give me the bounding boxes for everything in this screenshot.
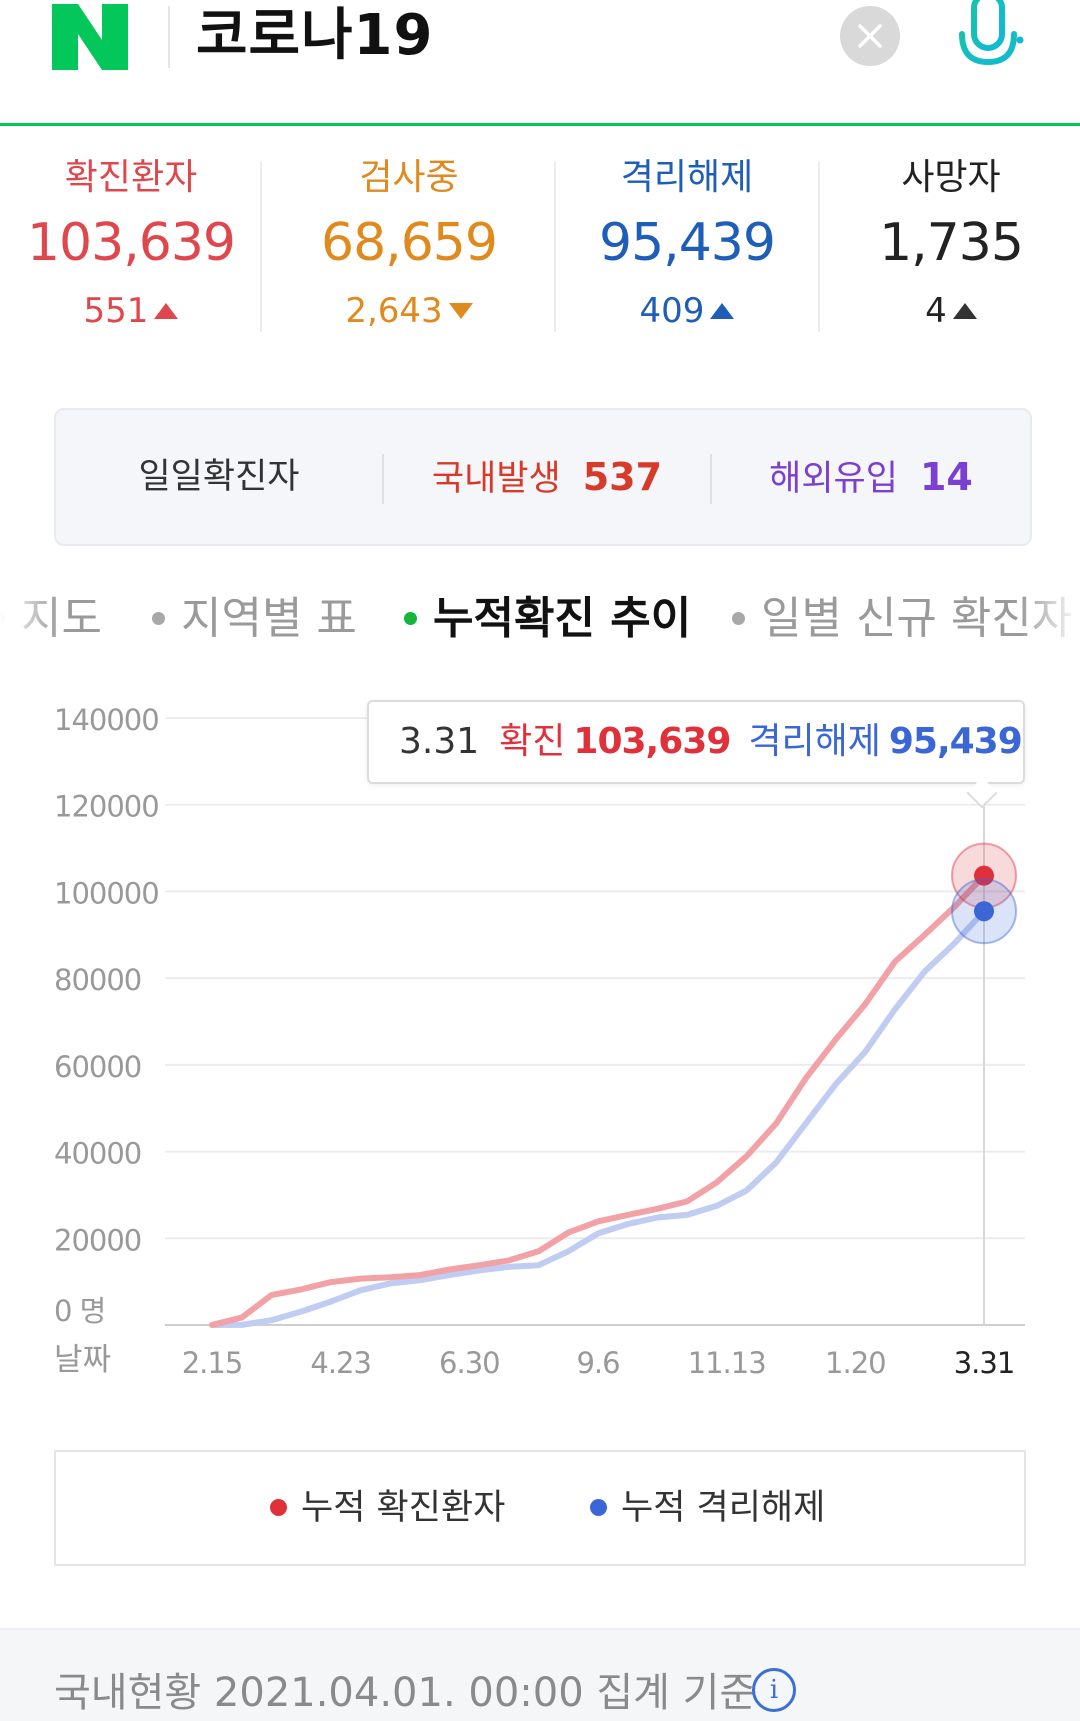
stat-released-value: 95,439	[599, 213, 776, 273]
tooltip-confirmed-value: 103,639	[573, 721, 731, 762]
tab-dot	[732, 611, 745, 625]
legend-item-released[interactable]: 누적 격리해제	[590, 1452, 825, 1564]
tabs-fade-right	[1020, 584, 1080, 654]
triangle-up-icon	[952, 302, 977, 319]
stat-testing: 검사중 68,659 2,643	[298, 150, 520, 350]
search-query[interactable]: 코로나19	[196, 3, 434, 68]
footer-status: 국내현황 2021.04.01. 00:00 집계 기준 i	[0, 1628, 1080, 1721]
daily-label: 일일확진자	[138, 457, 300, 497]
stat-confirmed: 확진환자 103,639 551	[20, 150, 242, 350]
stat-divider	[260, 162, 262, 332]
y-tick-label: 120000	[54, 790, 159, 824]
stat-released-label: 격리해제	[620, 157, 754, 198]
stat-confirmed-label: 확진환자	[64, 157, 198, 198]
daily-divider	[382, 454, 384, 504]
tooltip-date: 3.31	[399, 721, 480, 762]
daily-overseas-label: 해외유입	[769, 459, 898, 499]
daily-domestic: 국내발생 537	[384, 410, 710, 544]
legend-dot-released	[590, 1498, 607, 1516]
info-icon[interactable]: i	[752, 1668, 796, 1712]
data-point-confirmed	[974, 865, 994, 886]
triangle-down-icon	[448, 302, 473, 319]
footer-text: 국내현황 2021.04.01. 00:00 집계 기준	[54, 1670, 757, 1716]
naver-logo-icon[interactable]	[52, 4, 128, 70]
cumulative-chart[interactable]: 140000 120000 100000 80000 60000 40000 20000 0 …	[0, 680, 1080, 1400]
daily-domestic-label: 국내발생	[431, 459, 561, 499]
clear-icon	[858, 24, 882, 48]
voice-search-button[interactable]	[952, 0, 1024, 82]
chart-svg: 140000 120000 100000 80000 60000 40000 20000 0 …	[54, 703, 1025, 1380]
x-tick-label: 6.30	[439, 1346, 500, 1380]
stat-released-change: 409	[576, 282, 798, 340]
y-tick-label: 140000	[54, 703, 159, 737]
triangle-up-icon	[710, 302, 735, 319]
tab-dot	[404, 611, 417, 625]
y-tick-label: 0 명	[54, 1294, 105, 1328]
tooltip-released-label: 격리해제	[748, 721, 881, 762]
daily-confirmed-box: 일일확진자 국내발생 537 해외유입 14	[54, 408, 1032, 546]
daily-domestic-value: 537	[582, 455, 663, 499]
stat-deaths-value: 1,735	[879, 213, 1024, 273]
chart-tooltip: 3.31 확진 103,639 격리해제 95,439	[367, 700, 1025, 784]
logo-divider	[168, 6, 170, 68]
data-point-released	[974, 901, 994, 922]
x-tick-label: 11.13	[688, 1346, 766, 1380]
series-line-released	[209, 908, 987, 1328]
x-tick-label: 1.20	[825, 1346, 886, 1380]
mic-icon	[959, 0, 1024, 81]
tabs-fade-left	[0, 584, 60, 654]
stat-testing-label: 검사중	[359, 157, 459, 198]
covid-stats: 확진환자 103,639 551 검사중 68,659 2,643 격리해제 9…	[0, 150, 1080, 350]
stat-confirmed-change: 551	[20, 282, 242, 340]
y-tick-label: 40000	[54, 1137, 141, 1171]
triangle-up-icon	[154, 302, 179, 319]
stat-divider	[554, 162, 556, 332]
x-tick-label: 3.31	[954, 1346, 1015, 1380]
daily-divider	[710, 454, 712, 504]
stat-deaths-label: 사망자	[901, 157, 1001, 198]
x-tick-label: 4.23	[310, 1346, 371, 1380]
stat-deaths: 사망자 1,735 4	[842, 150, 1060, 350]
chart-tabs: 지도 지역별 표 누적확진 추이 일별 신규 확진자	[0, 584, 1080, 654]
legend-dot-confirmed	[270, 1498, 287, 1516]
y-tick-label: 80000	[54, 963, 141, 997]
tooltip-confirmed-label: 확진	[499, 721, 566, 762]
stat-released: 격리해제 95,439 409	[576, 150, 798, 350]
tooltip-released-value: 95,439	[888, 721, 1023, 762]
y-tick-label: 60000	[54, 1050, 141, 1084]
clear-search-button[interactable]	[840, 6, 900, 66]
x-tick-label: 9.6	[576, 1346, 619, 1380]
chart-legend: 누적 확진환자 누적 격리해제	[54, 1450, 1026, 1566]
stat-deaths-change: 4	[842, 282, 1060, 340]
tab-cumulative-trend[interactable]: 누적확진 추이	[404, 584, 691, 654]
tab-dot	[152, 611, 165, 625]
x-tick-label: 2.15	[182, 1346, 243, 1380]
tab-region-table[interactable]: 지역별 표	[152, 584, 357, 654]
stat-testing-value: 68,659	[321, 213, 498, 273]
y-tick-label: 100000	[54, 876, 159, 910]
search-header: 코로나19	[0, 0, 1080, 126]
stat-testing-change: 2,643	[298, 282, 520, 340]
y-tick-label: 20000	[54, 1223, 141, 1257]
x-axis-label: 날짜	[54, 1342, 111, 1378]
daily-overseas: 해외유입 14	[712, 410, 1030, 544]
series-line-confirmed	[209, 872, 987, 1328]
stat-divider	[818, 162, 820, 332]
stat-confirmed-value: 103,639	[26, 213, 236, 273]
legend-item-confirmed[interactable]: 누적 확진환자	[270, 1452, 505, 1564]
daily-overseas-value: 14	[919, 455, 973, 499]
